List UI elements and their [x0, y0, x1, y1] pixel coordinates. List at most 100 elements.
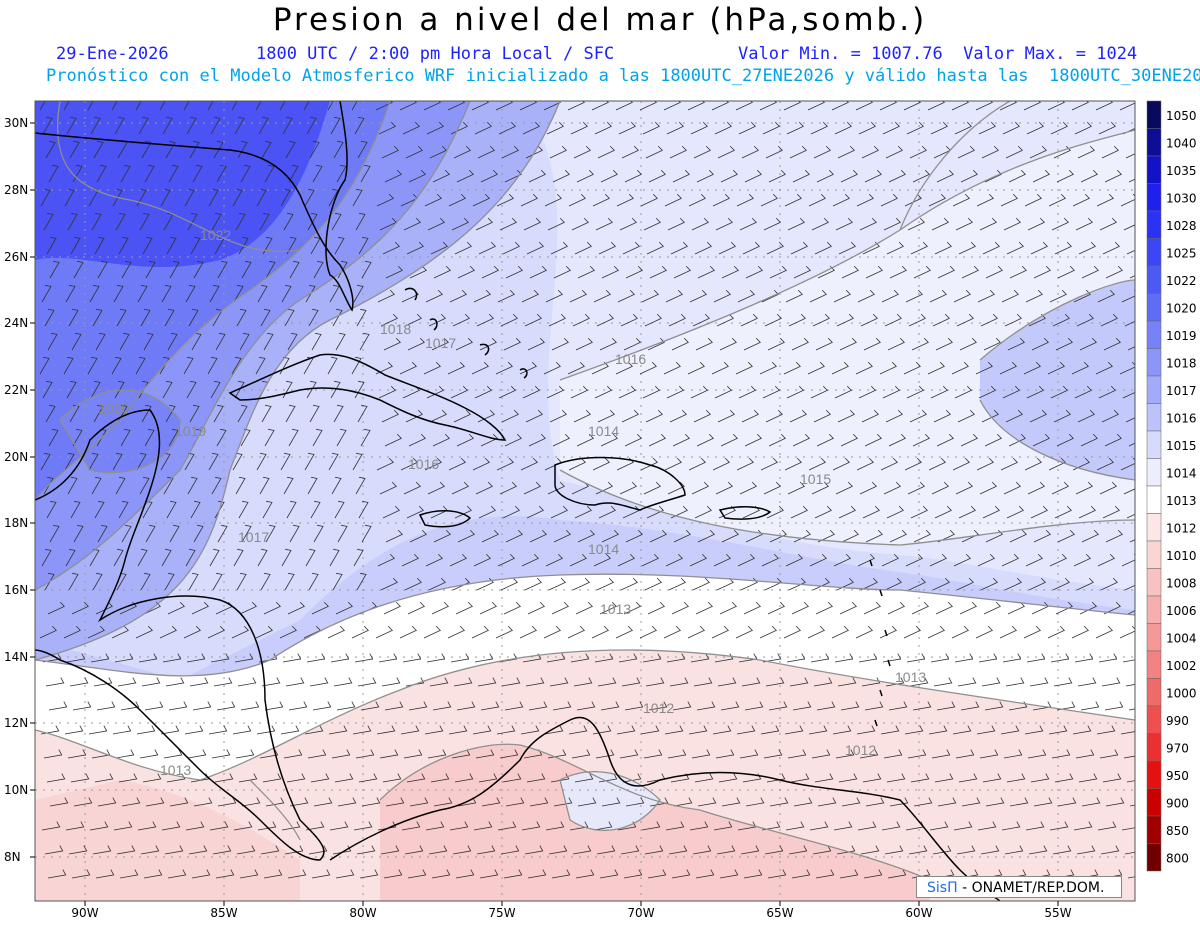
wind-barb: [358, 500, 369, 519]
wind-barb: [621, 409, 639, 423]
wind-barb: [1121, 289, 1135, 303]
colorbar-label: 1025: [1166, 246, 1197, 260]
wind-barb: [905, 553, 923, 567]
wind-barb: [1005, 677, 1025, 687]
wind-barb: [791, 337, 809, 351]
wind-barb: [261, 404, 272, 423]
wind-barb: [405, 145, 423, 159]
wind-barb: [544, 193, 562, 207]
wind-barb: [765, 677, 785, 687]
wind-barb: [376, 193, 394, 207]
wind-barb: [955, 217, 973, 231]
lon-label: 75W: [488, 906, 515, 920]
wind-barb: [495, 625, 513, 639]
wind-barb: [381, 145, 399, 159]
wind-barb: [567, 101, 585, 111]
colorbar-label: 1006: [1166, 604, 1197, 618]
wind-barb: [209, 821, 229, 831]
wind-barb: [597, 677, 617, 687]
wind-barb: [1128, 442, 1135, 447]
wind-barb: [575, 337, 593, 351]
wind-barb: [955, 481, 973, 495]
wind-barb: [449, 821, 469, 831]
wind-barb: [836, 845, 856, 855]
wind-barb: [47, 869, 67, 879]
wind-barb: [1000, 457, 1018, 471]
wind-barb: [91, 476, 102, 495]
wind-barb: [213, 140, 224, 159]
wind-barb: [719, 869, 739, 879]
wind-barb: [502, 505, 520, 519]
lon-label: 60W: [905, 906, 932, 920]
wind-barb: [502, 773, 522, 783]
wind-barb: [187, 212, 198, 231]
wind-barb: [262, 773, 282, 783]
contour-label: 1013: [895, 669, 926, 685]
wind-barb: [615, 361, 633, 375]
wind-barb: [883, 481, 901, 495]
wind-barb: [183, 625, 201, 639]
wind-barb: [447, 625, 465, 639]
wind-barb: [735, 101, 753, 111]
wind-barb: [644, 313, 662, 327]
wind-barb: [910, 241, 928, 255]
wind-barb: [553, 529, 571, 543]
wind-barb: [759, 101, 777, 111]
wind-barb: [738, 121, 756, 135]
wind-barb: [93, 404, 104, 423]
wind-barb: [719, 601, 737, 615]
wind-barb: [260, 308, 271, 327]
valid-date: 29-Ene-2026: [56, 44, 169, 64]
wind-barb: [832, 457, 850, 471]
wind-barb: [640, 193, 658, 207]
wind-barb: [571, 217, 589, 231]
wind-barb: [1096, 457, 1114, 471]
wind-barb: [624, 433, 642, 447]
wind-barb: [217, 260, 228, 279]
wind-barb: [714, 385, 732, 399]
wind-barb: [884, 845, 904, 855]
wind-barb: [260, 845, 280, 855]
wind-barb: [234, 653, 254, 663]
wind-barb: [356, 308, 367, 327]
colorbar-swatch: [1146, 265, 1162, 294]
wind-barb: [335, 332, 346, 351]
wind-barb: [361, 260, 372, 279]
wind-barb: [159, 625, 177, 639]
wind-barb: [332, 572, 343, 591]
wind-barb: [1105, 797, 1125, 807]
wind-barb: [237, 404, 248, 423]
wind-barb: [880, 457, 898, 471]
wind-barb: [529, 265, 547, 279]
wind-barb: [1050, 385, 1068, 399]
wind-barb: [741, 145, 759, 159]
wind-barb: [765, 145, 783, 159]
wind-barb: [287, 332, 298, 351]
wind-barb: [451, 481, 469, 495]
wind-barb: [549, 677, 569, 687]
wind-barb: [568, 193, 586, 207]
wind-barb: [1099, 217, 1117, 231]
wind-barb: [1056, 169, 1074, 183]
wind-barb: [49, 797, 69, 807]
wind-barb: [43, 749, 63, 759]
wind-barb: [1095, 101, 1113, 111]
wind-barb: [671, 601, 689, 615]
colorbar-label: 1002: [1166, 659, 1197, 673]
wind-barb: [596, 577, 614, 591]
wind-barb: [400, 457, 418, 471]
wind-barb: [714, 121, 732, 135]
wind-barb: [262, 236, 273, 255]
wind-barb: [696, 169, 714, 183]
wind-barb: [406, 241, 424, 255]
wind-barb: [928, 457, 946, 471]
wind-barb: [481, 797, 501, 807]
wind-barb: [648, 433, 666, 447]
wind-barb: [568, 457, 586, 471]
wind-barb: [358, 236, 369, 255]
wind-barb: [308, 308, 319, 327]
wind-barb: [118, 773, 138, 783]
wind-barb: [673, 265, 691, 279]
wind-barb: [763, 749, 783, 759]
